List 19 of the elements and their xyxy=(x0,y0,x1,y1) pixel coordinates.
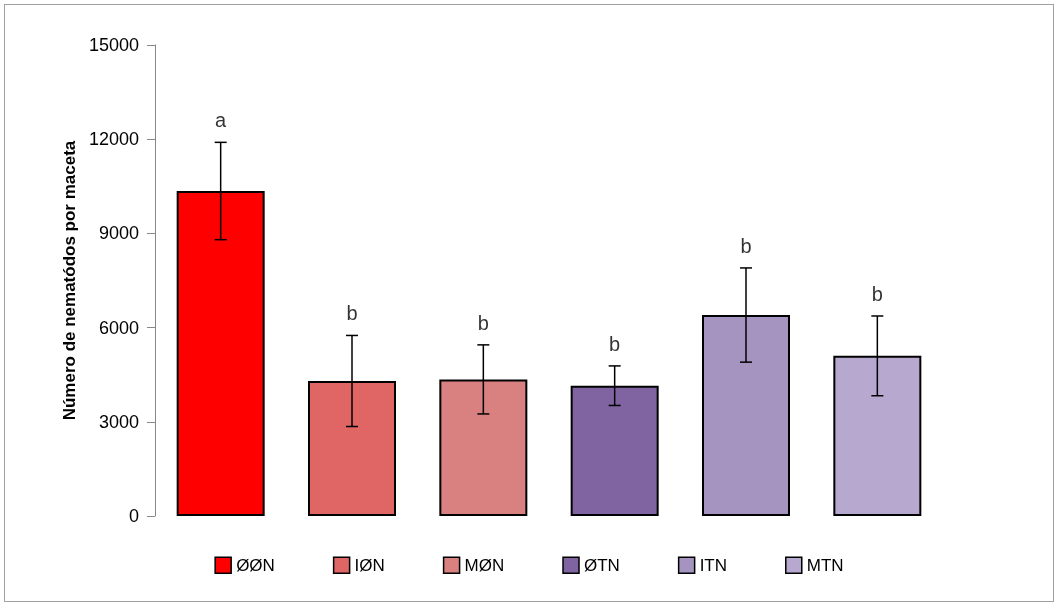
y-tick-label: 15000 xyxy=(88,35,139,55)
y-tick-label: 0 xyxy=(128,506,139,526)
annotation: b xyxy=(477,311,489,334)
legend-label: ØTN xyxy=(584,555,620,575)
y-tick-label: 3000 xyxy=(98,411,139,432)
legend-label: IØN xyxy=(354,555,385,575)
annotation: b xyxy=(609,332,621,355)
annotation: b xyxy=(871,282,883,305)
legend-label: ITN xyxy=(699,555,728,575)
y-axis-title: Número de nematódos por maceta xyxy=(60,140,80,421)
annotation: b xyxy=(346,302,358,325)
annotation: a xyxy=(215,109,228,132)
y-tick-label: 9000 xyxy=(98,223,139,244)
y-tick-label: 12000 xyxy=(88,129,139,150)
legend-label: MØN xyxy=(464,555,505,575)
annotation: b xyxy=(740,234,752,257)
legend-label: MTN xyxy=(806,555,844,575)
y-tick-label: 6000 xyxy=(98,317,139,338)
legend-label: ØØN xyxy=(236,555,275,575)
